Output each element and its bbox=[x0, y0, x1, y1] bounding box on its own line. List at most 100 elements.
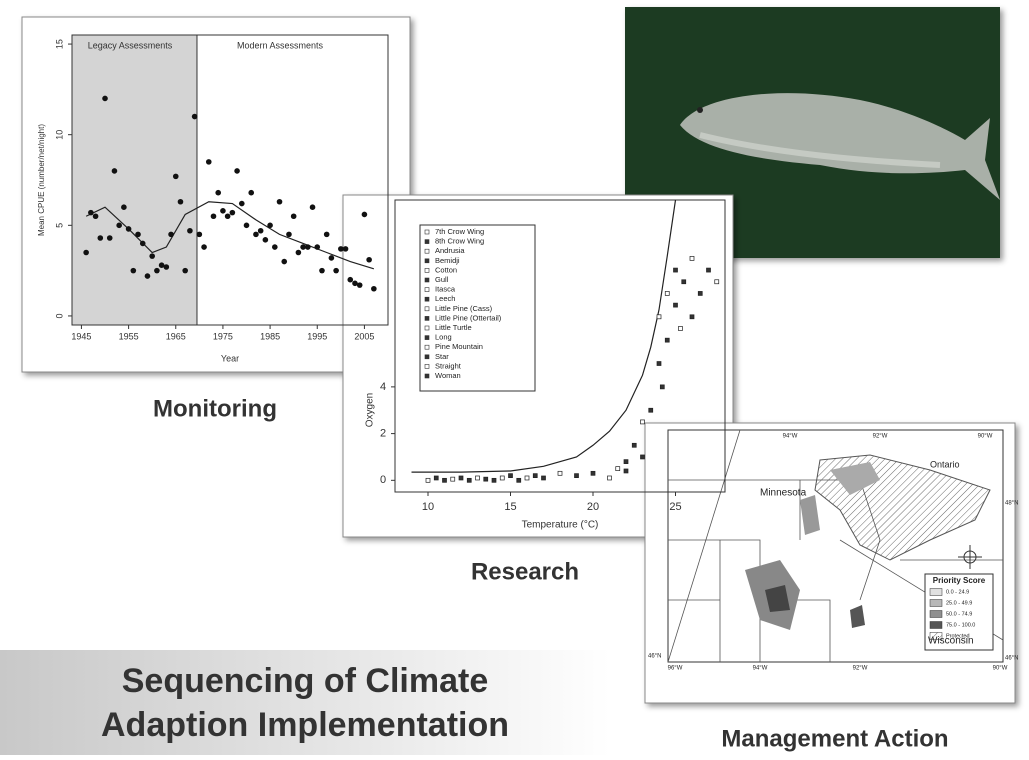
point bbox=[145, 273, 151, 279]
point bbox=[362, 212, 368, 218]
point bbox=[343, 246, 349, 252]
point bbox=[281, 259, 287, 265]
y-tick-label: 0 bbox=[54, 313, 64, 318]
y-tick-label: 2 bbox=[380, 428, 386, 440]
point bbox=[657, 362, 661, 366]
slide-title: Adaption Implementation bbox=[101, 706, 509, 744]
legend-marker bbox=[425, 364, 429, 368]
point bbox=[121, 204, 127, 210]
point bbox=[459, 476, 463, 480]
x-tick-label: 1955 bbox=[119, 331, 139, 341]
point bbox=[366, 257, 372, 263]
point bbox=[665, 338, 669, 342]
x-tick-label: 1995 bbox=[307, 331, 327, 341]
point bbox=[201, 244, 207, 250]
map-lon-label: 92°W bbox=[873, 434, 888, 440]
point bbox=[93, 213, 99, 219]
point bbox=[329, 255, 335, 261]
x-tick-label: 10 bbox=[422, 501, 434, 513]
legend-label: Andrusia bbox=[435, 246, 465, 255]
point bbox=[624, 469, 628, 473]
point bbox=[641, 455, 645, 459]
point bbox=[451, 477, 455, 481]
legend-marker bbox=[425, 288, 429, 292]
point bbox=[649, 408, 653, 412]
point bbox=[225, 213, 231, 219]
point bbox=[97, 235, 103, 241]
legend-label: Woman bbox=[435, 371, 461, 380]
point bbox=[517, 478, 521, 482]
point bbox=[492, 478, 496, 482]
point bbox=[558, 471, 562, 475]
point bbox=[674, 303, 678, 307]
point bbox=[116, 223, 122, 229]
map-lon-label: 96°W bbox=[668, 666, 683, 672]
point bbox=[371, 286, 377, 292]
point bbox=[140, 241, 146, 247]
point bbox=[267, 223, 273, 229]
map-region: Minnesota bbox=[760, 488, 807, 499]
legend-marker bbox=[425, 316, 429, 320]
legend-marker bbox=[425, 259, 429, 263]
point bbox=[525, 476, 529, 480]
legend-marker bbox=[425, 240, 429, 244]
x-tick-label: 1965 bbox=[166, 331, 186, 341]
map-legend-label: 0.0 - 24.9 bbox=[946, 589, 969, 595]
y-tick-label: 10 bbox=[54, 130, 64, 140]
map-legend-title: Priority Score bbox=[933, 576, 986, 585]
point bbox=[690, 315, 694, 319]
point bbox=[253, 232, 259, 238]
point bbox=[542, 476, 546, 480]
map-lon-label: 90°W bbox=[993, 666, 1008, 672]
point bbox=[296, 250, 302, 256]
point bbox=[632, 443, 636, 447]
caption: Management Action bbox=[721, 725, 948, 752]
point bbox=[678, 326, 682, 330]
point bbox=[291, 213, 297, 219]
point bbox=[234, 168, 240, 174]
legend-label: Leech bbox=[435, 294, 455, 303]
legend-marker bbox=[425, 355, 429, 359]
point bbox=[665, 291, 669, 295]
legend-marker bbox=[425, 249, 429, 253]
map-legend-swatch bbox=[930, 600, 942, 607]
point bbox=[88, 210, 94, 216]
x-tick-label: 1945 bbox=[71, 331, 91, 341]
point bbox=[192, 114, 198, 120]
legend-label: Itasca bbox=[435, 285, 456, 294]
map-legend-swatch bbox=[930, 611, 942, 618]
legend-marker bbox=[425, 374, 429, 378]
point bbox=[333, 268, 339, 274]
point bbox=[135, 232, 141, 238]
legend-marker bbox=[425, 268, 429, 272]
slide: Sequencing of Climate Adaption Implement… bbox=[0, 0, 1029, 755]
point bbox=[608, 476, 612, 480]
point bbox=[616, 467, 620, 471]
point bbox=[277, 199, 283, 205]
legend-marker bbox=[425, 307, 429, 311]
point bbox=[258, 228, 264, 234]
point bbox=[310, 204, 316, 210]
x-axis-label: Temperature (°C) bbox=[522, 520, 599, 531]
point bbox=[154, 268, 160, 274]
point bbox=[230, 210, 236, 216]
x-tick-label: 15 bbox=[504, 501, 516, 513]
point bbox=[131, 268, 137, 274]
y-axis-label: Mean CPUE (number/net/night) bbox=[37, 124, 46, 236]
point bbox=[272, 244, 278, 250]
x-tick-label: 20 bbox=[587, 501, 599, 513]
point bbox=[682, 280, 686, 284]
legend-marker bbox=[425, 345, 429, 349]
point bbox=[112, 168, 118, 174]
point bbox=[443, 478, 447, 482]
map-lat-label: 48°N bbox=[1005, 501, 1018, 507]
point bbox=[173, 174, 179, 180]
point bbox=[591, 471, 595, 475]
point bbox=[197, 232, 203, 238]
point bbox=[434, 476, 438, 480]
legend-label: Bemidji bbox=[435, 256, 460, 265]
point bbox=[83, 250, 89, 256]
point bbox=[215, 190, 221, 196]
caption: Research bbox=[471, 558, 579, 585]
y-tick-label: 4 bbox=[380, 381, 386, 393]
